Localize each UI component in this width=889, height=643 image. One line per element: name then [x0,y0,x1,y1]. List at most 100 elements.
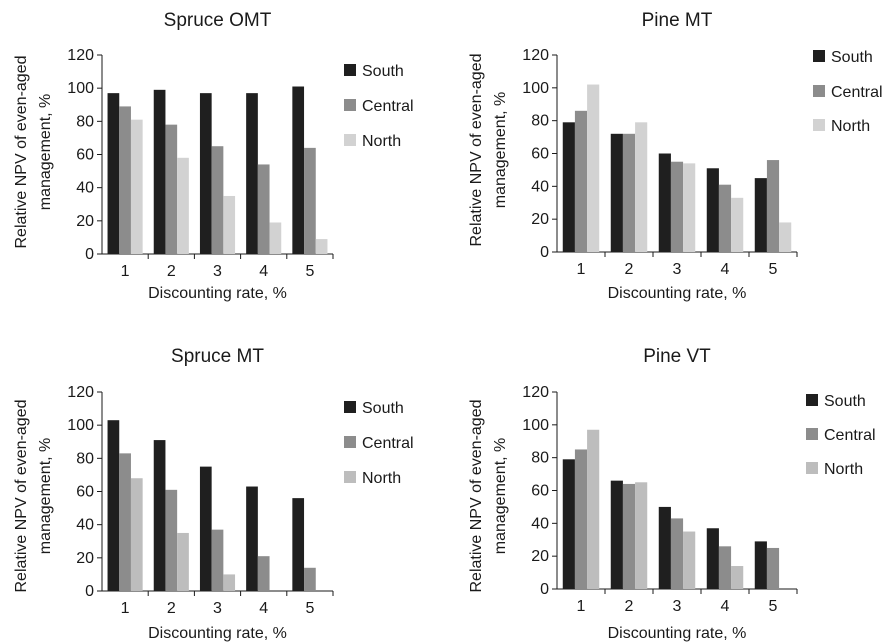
y-tick-label: 0 [85,246,94,263]
bar-south-2 [610,480,623,589]
bar-central-1 [574,110,588,252]
bar-central-3 [211,146,224,254]
bar-south-1 [107,93,120,255]
chart-panel-pine-vt: Pine VT 0 20 40 60 80 100 120 1 2 3 4 5 Discounting r… [455,336,889,643]
chart-panel-spruce-mt: Spruce MT 0 20 40 60 80 100 120 1 2 3 4 5 Discounting… [0,336,445,643]
x-tick-label: 5 [769,598,778,615]
bar-central-2 [165,489,178,591]
chart-svg: Pine VT 0 20 40 60 80 100 120 1 2 3 4 5 Discounting r… [468,346,876,642]
x-tick-label: 4 [259,600,268,617]
bar-south-2 [153,440,166,591]
x-tick-label: 3 [213,263,222,280]
y-tick-label: 120 [67,47,94,64]
bar-central-4 [718,546,732,589]
legend-swatch-south [344,64,356,76]
x-tick-label: 2 [167,263,176,280]
y-tick-label: 40 [531,178,549,195]
bar-north-3 [683,531,696,589]
legend-swatch-central [806,428,818,440]
bar-south-4 [706,528,719,589]
chart-panel-pine-mt: Pine MT 0 20 40 60 80 100 120 1 2 3 4 5 Discounting r… [455,0,889,310]
bar-north-4 [731,197,744,252]
y-axis-label: management, % [492,92,509,209]
x-tick-label: 5 [769,261,778,278]
y-tick-label: 80 [531,113,549,130]
bar-south-5 [292,86,305,254]
y-tick-label: 80 [76,450,94,467]
legend-label-north: North [362,470,401,487]
bar-north-2 [635,122,648,252]
chart-svg: Pine MT 0 20 40 60 80 100 120 1 2 3 4 5 Discounting r… [468,10,883,302]
chart-title: Pine VT [643,346,711,367]
bar-north-5 [315,239,328,254]
bar-north-1 [130,478,143,591]
bar-central-2 [165,124,178,255]
bar-north-3 [683,163,696,252]
y-tick-label: 0 [540,581,549,598]
legend-label-south: South [362,63,404,80]
legend-label-north: North [824,461,863,478]
bar-south-2 [610,133,623,252]
legend-label-central: Central [831,84,883,101]
bar-central-1 [574,449,588,589]
y-axis-label: Relative NPV of even-aged [468,400,485,593]
bar-north-1 [130,119,143,254]
y-tick-label: 60 [531,146,549,163]
bar-south-3 [658,153,671,252]
bar-central-5 [766,160,780,252]
bar-south-4 [246,486,258,591]
legend-label-central: Central [362,98,414,115]
x-tick-label: 3 [673,598,682,615]
bar-south-5 [754,541,767,589]
bar-north-5 [779,222,792,252]
bar-south-3 [199,93,212,255]
bar-central-2 [622,483,636,589]
chart-title: Spruce OMT [164,10,272,31]
bar-south-3 [199,466,212,591]
x-tick-label: 1 [121,263,130,280]
bar-central-3 [211,529,224,591]
y-tick-label: 40 [76,517,94,534]
x-tick-label: 1 [577,598,586,615]
y-tick-label: 120 [522,47,549,64]
bar-central-2 [622,133,636,252]
x-tick-label: 1 [577,261,586,278]
y-tick-label: 60 [76,147,94,164]
legend-swatch-south [813,50,825,62]
legend-swatch-north [813,119,825,131]
bar-central-3 [670,518,684,589]
y-axis-label: Relative NPV of even-aged [13,400,30,593]
x-tick-label: 2 [625,261,634,278]
y-tick-label: 120 [522,384,549,401]
y-axis-label: Relative NPV of even-aged [13,56,30,249]
x-tick-label: 1 [121,600,130,617]
legend-label-south: South [824,393,866,410]
legend-label-central: Central [362,435,414,452]
bar-central-3 [670,161,684,252]
legend-swatch-north [344,134,356,146]
y-axis-label: management, % [37,94,54,211]
legend-swatch-south [806,394,818,406]
legend-label-central: Central [824,427,876,444]
x-tick-label: 2 [167,600,176,617]
x-tick-label: 5 [305,600,314,617]
chart-title: Spruce MT [171,346,264,367]
y-tick-label: 0 [85,583,94,600]
y-tick-label: 80 [76,113,94,130]
x-tick-label: 3 [673,261,682,278]
x-axis-label: Discounting rate, % [608,285,747,302]
y-tick-label: 60 [531,483,549,500]
legend-swatch-south [344,401,356,413]
y-tick-label: 40 [531,515,549,532]
y-tick-label: 100 [522,80,549,97]
bar-south-4 [246,93,258,255]
legend-swatch-central [344,99,356,111]
legend-swatch-central [344,436,356,448]
chart-title: Pine MT [642,10,713,31]
x-tick-label: 2 [625,598,634,615]
y-tick-label: 100 [67,417,94,434]
chart-svg: Spruce MT 0 20 40 60 80 100 120 1 2 3 4 5 Discounting… [13,346,414,642]
bar-central-1 [119,106,131,255]
x-axis-label: Discounting rate, % [148,625,287,642]
bar-central-4 [718,184,732,252]
